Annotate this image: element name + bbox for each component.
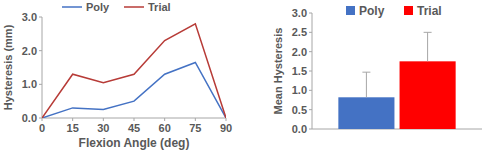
legend-label: Poly [359,4,385,18]
y-axis [312,13,313,129]
error-bar [362,72,370,97]
line-series [42,24,226,118]
x-tick-label: 90 [220,122,232,134]
chart-line: 0.0 1.0 2.0 3.0 Hysteresis (mm) 0 15 30 45 60 75 90… [2,1,232,150]
y-tick-label: 1.0 [22,78,37,90]
plot-area [42,24,226,118]
error-stem [366,72,367,97]
error-cap [362,72,370,73]
line-series [42,62,226,118]
y-tick-label: 3.0 [22,11,37,23]
legend-label: Trial [417,4,442,18]
legend-label: Poly [86,1,110,13]
x-tick [164,118,165,121]
x-axis [312,129,482,130]
legend-label: Trial [148,1,171,13]
x-tick [226,118,227,121]
x-tick [134,118,135,121]
chart-bar: 0.0 0.5 1.0 1.5 2.0 2.5 3.0 Mean Hysteresis Poly… [272,4,482,135]
legend-swatch [62,6,82,8]
error-stem [427,32,428,61]
x-tick [72,118,73,121]
y-tick-label: 1.0 [292,84,307,96]
y-tick-label: 2.5 [292,26,307,38]
error-bar [424,32,432,61]
x-tick [195,118,196,121]
x-tick-label: 75 [189,122,201,134]
legend-swatch [346,6,355,15]
legend-swatch [124,6,144,8]
x-tick-label: 60 [159,122,171,134]
plot-area [338,32,455,129]
x-tick [42,118,43,121]
y-tick-label: 2.0 [22,45,37,57]
y-axis-label: Hysteresis (mm) [2,24,14,110]
x-tick-label: 30 [97,122,109,134]
x-tick-label: 45 [128,122,140,134]
x-tick-label: 15 [67,122,79,134]
legend-swatch [404,6,413,15]
y-tick-label: 0.0 [22,112,37,124]
y-axis-label: Mean Hysteresis [272,28,284,115]
x-axis-label: Flexion Angle (deg) [79,136,190,150]
y-tick-label: 0.0 [292,123,307,135]
figure: 0.0 1.0 2.0 3.0 Hysteresis (mm) 0 15 30 45 60 75 90… [0,0,500,157]
error-cap [424,32,432,33]
y-tick-label: 2.0 [292,46,307,58]
y-tick-label: 1.5 [292,65,307,77]
x-tick [103,118,104,121]
bar [338,97,394,129]
y-tick-label: 3.0 [292,7,307,19]
bar [400,61,456,129]
y-axis [42,17,43,118]
y-tick-label: 0.5 [292,104,307,116]
x-tick-label: 0 [39,122,45,134]
